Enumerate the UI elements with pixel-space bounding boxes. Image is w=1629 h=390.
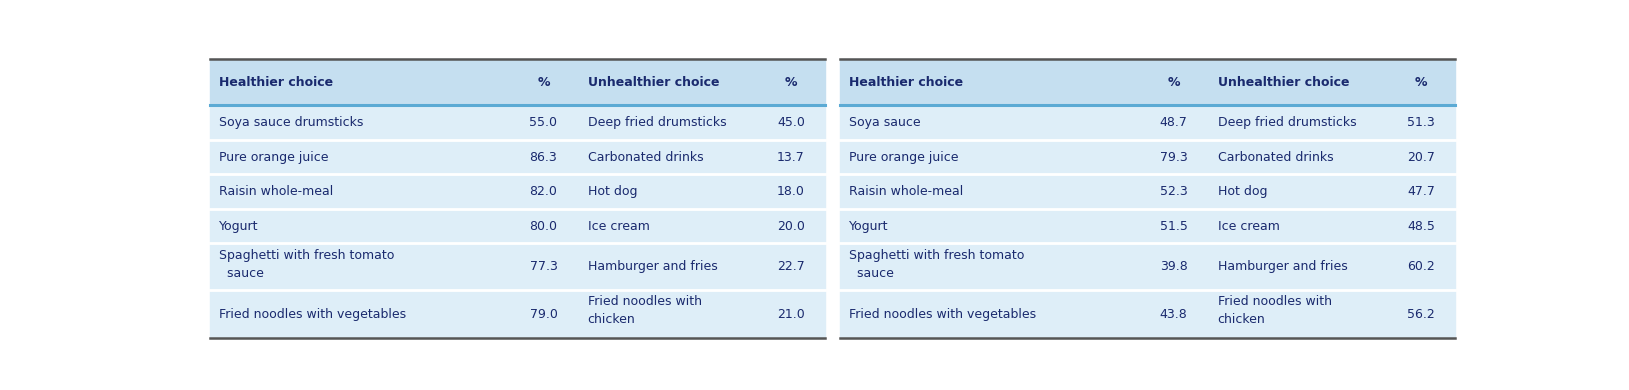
Bar	[210, 174, 824, 209]
Bar	[210, 140, 824, 174]
Text: Pure orange juice: Pure orange juice	[218, 151, 329, 164]
Bar	[841, 209, 1455, 243]
Text: Pure orange juice: Pure orange juice	[849, 151, 958, 164]
Text: Soya sauce drumsticks: Soya sauce drumsticks	[218, 116, 363, 129]
Text: 55.0: 55.0	[529, 116, 557, 129]
Bar	[210, 105, 824, 140]
Text: 80.0: 80.0	[529, 220, 557, 233]
Text: 47.7: 47.7	[1407, 185, 1435, 198]
Text: Yogurt: Yogurt	[849, 220, 888, 233]
Text: Raisin whole-meal: Raisin whole-meal	[218, 185, 332, 198]
Bar	[210, 209, 824, 243]
Text: 51.3: 51.3	[1407, 116, 1435, 129]
Text: 43.8: 43.8	[1160, 308, 1188, 321]
Text: %: %	[1168, 76, 1179, 89]
Text: Unhealthier choice: Unhealthier choice	[1217, 76, 1349, 89]
Text: 39.8: 39.8	[1160, 260, 1188, 273]
Bar	[210, 243, 824, 290]
Bar	[841, 59, 1455, 105]
Text: Carbonated drinks: Carbonated drinks	[588, 151, 704, 164]
Text: 79.3: 79.3	[1160, 151, 1188, 164]
Bar	[210, 59, 824, 105]
Text: Carbonated drinks: Carbonated drinks	[1217, 151, 1333, 164]
Text: 86.3: 86.3	[529, 151, 557, 164]
Text: %: %	[1414, 76, 1427, 89]
Text: Hot dog: Hot dog	[588, 185, 637, 198]
Text: %: %	[538, 76, 549, 89]
Bar	[841, 290, 1455, 338]
Text: Fried noodles with vegetables: Fried noodles with vegetables	[849, 308, 1036, 321]
Text: 18.0: 18.0	[777, 185, 805, 198]
Text: Ice cream: Ice cream	[588, 220, 650, 233]
Text: 48.7: 48.7	[1160, 116, 1188, 129]
Text: 20.7: 20.7	[1407, 151, 1435, 164]
Text: Fried noodles with
chicken: Fried noodles with chicken	[588, 296, 702, 326]
Bar	[841, 105, 1455, 140]
Text: Healthier choice: Healthier choice	[849, 76, 963, 89]
Text: 48.5: 48.5	[1407, 220, 1435, 233]
Text: 79.0: 79.0	[529, 308, 557, 321]
Text: Deep fried drumsticks: Deep fried drumsticks	[588, 116, 727, 129]
Text: 45.0: 45.0	[777, 116, 805, 129]
Text: Raisin whole-meal: Raisin whole-meal	[849, 185, 963, 198]
Text: Hamburger and fries: Hamburger and fries	[1217, 260, 1347, 273]
Text: 21.0: 21.0	[777, 308, 805, 321]
Text: Yogurt: Yogurt	[218, 220, 259, 233]
Text: Fried noodles with
chicken: Fried noodles with chicken	[1217, 296, 1331, 326]
Bar	[841, 174, 1455, 209]
Text: 13.7: 13.7	[777, 151, 805, 164]
Text: Spaghetti with fresh tomato
  sauce: Spaghetti with fresh tomato sauce	[218, 249, 394, 280]
Text: Hamburger and fries: Hamburger and fries	[588, 260, 717, 273]
Text: 51.5: 51.5	[1160, 220, 1188, 233]
Text: Deep fried drumsticks: Deep fried drumsticks	[1217, 116, 1357, 129]
Text: 60.2: 60.2	[1407, 260, 1435, 273]
Text: Healthier choice: Healthier choice	[218, 76, 332, 89]
Text: Unhealthier choice: Unhealthier choice	[588, 76, 718, 89]
Bar	[841, 140, 1455, 174]
Text: 82.0: 82.0	[529, 185, 557, 198]
Text: Soya sauce: Soya sauce	[849, 116, 920, 129]
Text: Ice cream: Ice cream	[1217, 220, 1279, 233]
Text: 56.2: 56.2	[1407, 308, 1435, 321]
Text: 22.7: 22.7	[777, 260, 805, 273]
Text: Fried noodles with vegetables: Fried noodles with vegetables	[218, 308, 406, 321]
Text: Hot dog: Hot dog	[1217, 185, 1267, 198]
Text: Spaghetti with fresh tomato
  sauce: Spaghetti with fresh tomato sauce	[849, 249, 1025, 280]
Bar	[841, 243, 1455, 290]
Bar	[210, 290, 824, 338]
Text: %: %	[785, 76, 797, 89]
Text: 20.0: 20.0	[777, 220, 805, 233]
Text: 77.3: 77.3	[529, 260, 557, 273]
Text: 52.3: 52.3	[1160, 185, 1188, 198]
